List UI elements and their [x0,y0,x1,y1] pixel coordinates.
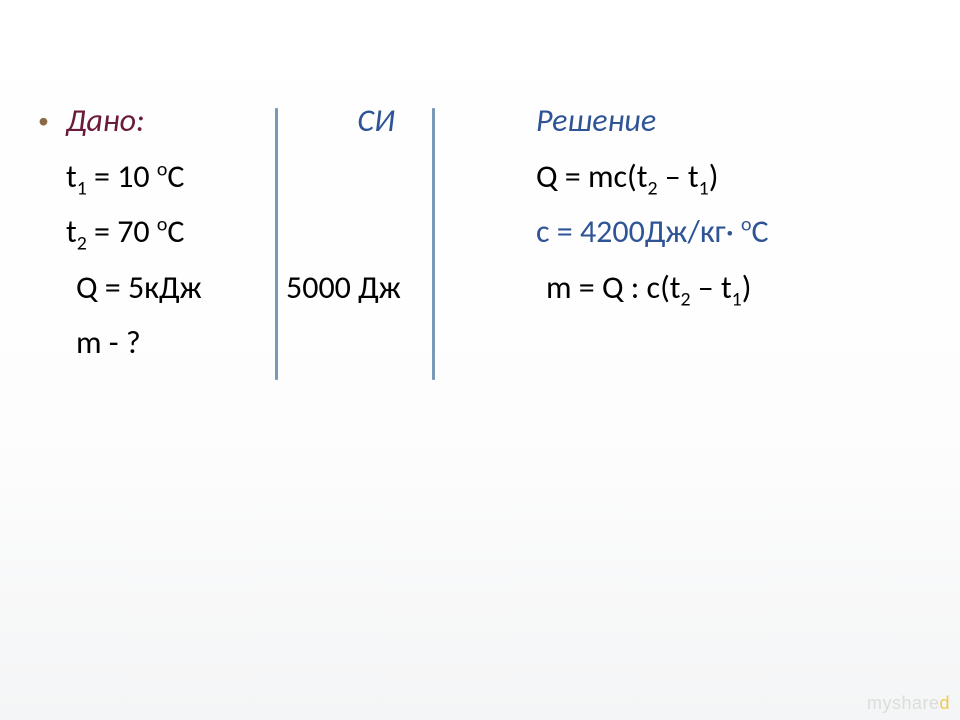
t1-unit: С [167,157,184,196]
given-t1: t1 = 10 оС [66,156,276,198]
si-Q: 5000 Дж [286,267,486,309]
watermark-accent: d [939,693,950,713]
given-Q: Q = 5кДж [66,267,286,309]
row-2: t2 = 70 оС c = 4200Дж/кг· оС [38,211,930,253]
t1-sup: о [157,157,167,181]
watermark-text: myshare [867,693,940,713]
header-given: Дано: [66,100,276,142]
t2-sub: 2 [77,232,87,256]
sol1-post: ) [709,157,719,196]
header-solution: Решение [476,100,930,142]
t1-label: t [66,157,77,196]
t2-sup: о [157,213,167,237]
m-text: m - ? [76,323,141,362]
sol3-pre: m = Q : c(t [546,268,680,307]
content-area: • Дано: СИ Решение t1 = 10 оС Q = mc(t2 … [38,100,930,378]
sol3-sub2: 1 [732,287,742,311]
sol2-pre: c = 4200Дж/кг· [536,212,741,251]
given-m: m - ? [66,322,286,364]
header-solution-text: Решение [536,101,656,140]
sol3-mid: – t [691,268,732,307]
row-1: t1 = 10 оС Q = mc(t2 – t1) [38,156,930,198]
sol3-sub1: 2 [680,287,690,311]
t1-sub: 1 [77,176,87,200]
header-si: СИ [276,100,476,142]
t2-unit: С [167,212,184,251]
header-row: • Дано: СИ Решение [38,100,930,142]
solution-line-2: c = 4200Дж/кг· оС [476,211,930,253]
given-t2: t2 = 70 оС [66,211,276,253]
watermark: myshared [867,693,950,714]
t2-label: t [66,212,77,251]
row-3: Q = 5кДж 5000 Дж m = Q : c(t2 – t1) [38,267,930,309]
header-si-text: СИ [357,101,394,140]
Q-text: Q = 5кДж [76,268,202,307]
slide: • Дано: СИ Решение t1 = 10 оС Q = mc(t2 … [0,0,960,720]
sol1-pre: Q = mc(t [536,157,647,196]
bullet-icon: • [38,107,66,136]
solution-line-3: m = Q : c(t2 – t1) [486,267,930,309]
solution-line-1: Q = mc(t2 – t1) [476,156,930,198]
row-4: m - ? [38,322,930,364]
sol3-post: ) [742,268,752,307]
t1-eq: = 10 [87,157,157,196]
sol2-sup: о [741,213,751,237]
t2-eq: = 70 [87,212,157,251]
sol2-post: С [752,212,769,251]
sol1-sub1: 2 [647,176,657,200]
sol1-sub2: 1 [699,176,709,200]
sol1-mid: – t [658,157,699,196]
